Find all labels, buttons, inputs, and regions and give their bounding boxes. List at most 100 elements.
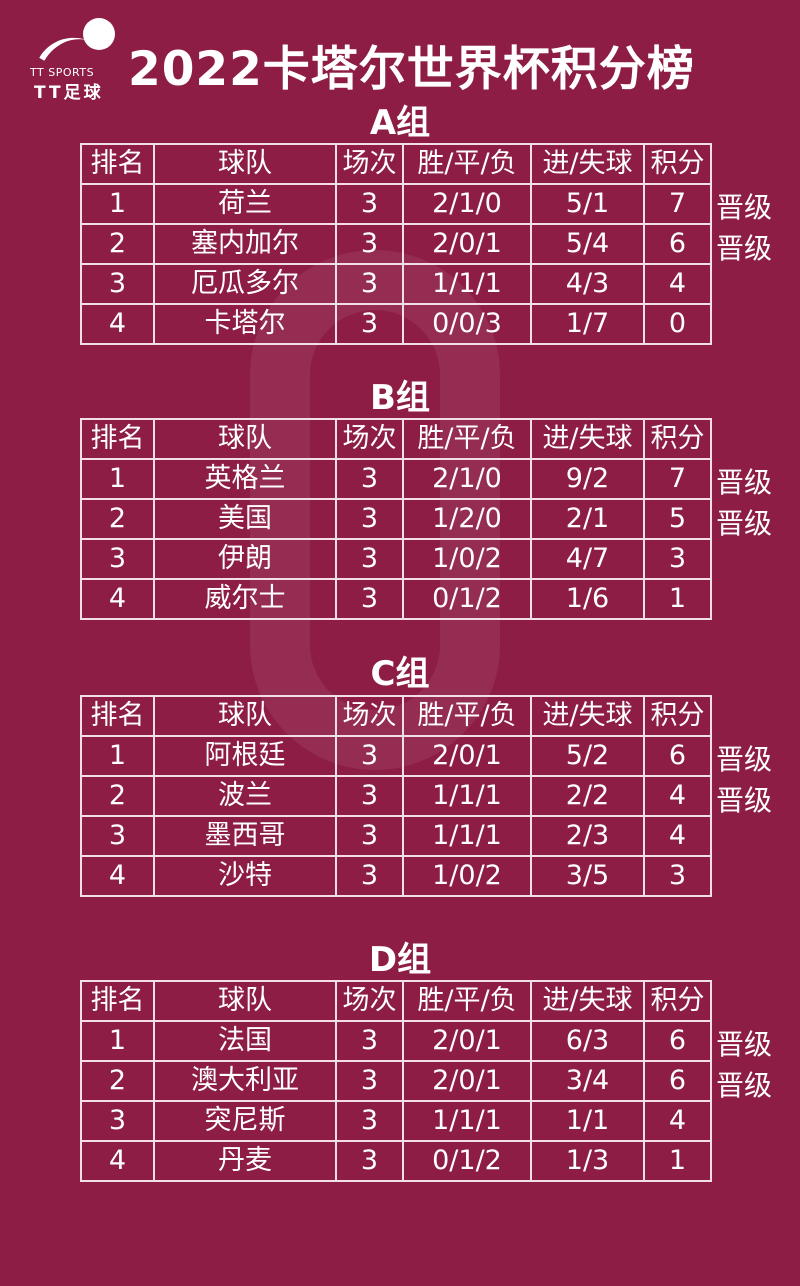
column-header: 进/失球 xyxy=(530,418,645,460)
advance-badge: 晋级 xyxy=(716,1069,773,1102)
cell-points: 1 xyxy=(643,578,712,620)
cell-played: 3 xyxy=(335,538,404,580)
group-title: D组 xyxy=(368,940,432,980)
column-header: 场次 xyxy=(335,143,404,185)
column-header: 积分 xyxy=(643,695,712,737)
cell-wdl: 2/0/1 xyxy=(402,1060,532,1102)
cell-goals: 3/5 xyxy=(530,855,645,897)
cell-played: 3 xyxy=(335,183,404,225)
group-title: B组 xyxy=(370,378,430,418)
column-header: 场次 xyxy=(335,418,404,460)
cell-wdl: 1/0/2 xyxy=(402,538,532,580)
advance-badge: 晋级 xyxy=(716,743,773,776)
group-title: C组 xyxy=(370,654,430,694)
table-row: 2 波兰 3 1/1/1 2/2 4 xyxy=(80,775,712,817)
cell-wdl: 2/0/1 xyxy=(402,735,532,777)
table-header-row: 排名 球队 场次 胜/平/负 进/失球 积分 xyxy=(80,695,712,737)
cell-team: 突尼斯 xyxy=(153,1100,337,1142)
cell-wdl: 2/1/0 xyxy=(402,458,532,500)
cell-points: 6 xyxy=(643,1060,712,1102)
column-header: 排名 xyxy=(80,980,155,1022)
cell-played: 3 xyxy=(335,1100,404,1142)
column-header: 进/失球 xyxy=(530,143,645,185)
tt-sports-logo: TT SPORTS TT足球 xyxy=(28,18,118,103)
column-header: 进/失球 xyxy=(530,695,645,737)
table-row: 3 突尼斯 3 1/1/1 1/1 4 xyxy=(80,1100,712,1142)
cell-played: 3 xyxy=(335,1020,404,1062)
cell-goals: 5/1 xyxy=(530,183,645,225)
cell-points: 7 xyxy=(643,458,712,500)
column-header: 胜/平/负 xyxy=(402,980,532,1022)
cell-points: 4 xyxy=(643,815,712,857)
table-row: 3 厄瓜多尔 3 1/1/1 4/3 4 xyxy=(80,263,712,305)
cell-team: 美国 xyxy=(153,498,337,540)
cell-points: 0 xyxy=(643,303,712,345)
cell-rank: 1 xyxy=(80,735,155,777)
column-header: 排名 xyxy=(80,695,155,737)
cell-team: 伊朗 xyxy=(153,538,337,580)
cell-goals: 4/3 xyxy=(530,263,645,305)
cell-goals: 9/2 xyxy=(530,458,645,500)
cell-goals: 5/4 xyxy=(530,223,645,265)
cell-wdl: 2/1/0 xyxy=(402,183,532,225)
advance-badge: 晋级 xyxy=(716,232,773,265)
cell-goals: 5/2 xyxy=(530,735,645,777)
cell-rank: 1 xyxy=(80,1020,155,1062)
advance-badge: 晋级 xyxy=(716,507,773,540)
cell-rank: 4 xyxy=(80,303,155,345)
cell-played: 3 xyxy=(335,1060,404,1102)
cell-goals: 2/3 xyxy=(530,815,645,857)
cell-rank: 2 xyxy=(80,223,155,265)
cell-rank: 4 xyxy=(80,578,155,620)
cell-team: 塞内加尔 xyxy=(153,223,337,265)
table-row: 4 卡塔尔 3 0/0/3 1/7 0 xyxy=(80,303,712,345)
cell-rank: 3 xyxy=(80,815,155,857)
cell-wdl: 1/1/1 xyxy=(402,815,532,857)
table-row: 1 阿根廷 3 2/0/1 5/2 6 xyxy=(80,735,712,777)
cell-rank: 1 xyxy=(80,183,155,225)
table-row: 1 荷兰 3 2/1/0 5/1 7 xyxy=(80,183,712,225)
table-header-row: 排名 球队 场次 胜/平/负 进/失球 积分 xyxy=(80,143,712,185)
table-header-row: 排名 球队 场次 胜/平/负 进/失球 积分 xyxy=(80,980,712,1022)
cell-wdl: 1/2/0 xyxy=(402,498,532,540)
cell-played: 3 xyxy=(335,303,404,345)
cell-rank: 3 xyxy=(80,538,155,580)
table-row: 3 伊朗 3 1/0/2 4/7 3 xyxy=(80,538,712,580)
cell-team: 威尔士 xyxy=(153,578,337,620)
column-header: 胜/平/负 xyxy=(402,695,532,737)
cell-points: 4 xyxy=(643,775,712,817)
cell-played: 3 xyxy=(335,855,404,897)
cell-team: 沙特 xyxy=(153,855,337,897)
football-icon xyxy=(83,18,115,50)
cell-goals: 3/4 xyxy=(530,1060,645,1102)
cell-rank: 2 xyxy=(80,1060,155,1102)
group-standings-table: 排名 球队 场次 胜/平/负 进/失球 积分 1 英格兰 3 2/1/0 9/2 7 2 美国 3 1/2/0… xyxy=(80,418,712,620)
cell-goals: 4/7 xyxy=(530,538,645,580)
cell-goals: 6/3 xyxy=(530,1020,645,1062)
cell-points: 6 xyxy=(643,1020,712,1062)
column-header: 排名 xyxy=(80,418,155,460)
cell-points: 3 xyxy=(643,538,712,580)
cell-points: 1 xyxy=(643,1140,712,1182)
table-row: 3 墨西哥 3 1/1/1 2/3 4 xyxy=(80,815,712,857)
cell-wdl: 2/0/1 xyxy=(402,1020,532,1062)
logo-text-en: TT SPORTS xyxy=(30,66,95,79)
cell-points: 6 xyxy=(643,735,712,777)
advance-badge: 晋级 xyxy=(716,784,773,817)
cell-played: 3 xyxy=(335,1140,404,1182)
table-row: 4 沙特 3 1/0/2 3/5 3 xyxy=(80,855,712,897)
table-row: 1 法国 3 2/0/1 6/3 6 xyxy=(80,1020,712,1062)
column-header: 排名 xyxy=(80,143,155,185)
table-header-row: 排名 球队 场次 胜/平/负 进/失球 积分 xyxy=(80,418,712,460)
cell-team: 澳大利亚 xyxy=(153,1060,337,1102)
cell-played: 3 xyxy=(335,458,404,500)
cell-team: 法国 xyxy=(153,1020,337,1062)
table-row: 2 塞内加尔 3 2/0/1 5/4 6 xyxy=(80,223,712,265)
cell-team: 波兰 xyxy=(153,775,337,817)
cell-goals: 1/3 xyxy=(530,1140,645,1182)
column-header: 积分 xyxy=(643,418,712,460)
advance-badge: 晋级 xyxy=(716,1028,773,1061)
cell-rank: 1 xyxy=(80,458,155,500)
cell-rank: 4 xyxy=(80,855,155,897)
group-title: A组 xyxy=(369,103,431,143)
